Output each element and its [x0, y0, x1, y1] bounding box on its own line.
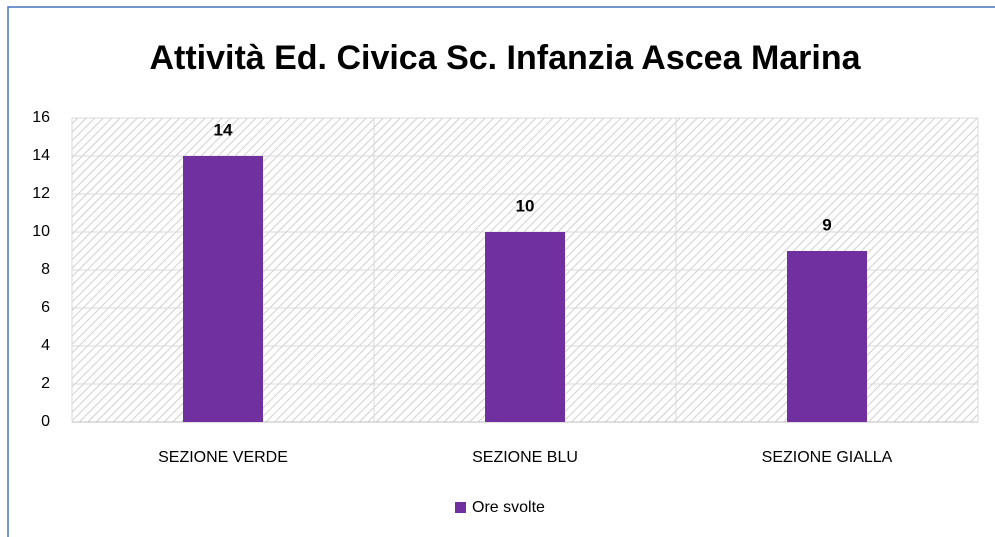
x-tick-label: SEZIONE VERDE — [158, 449, 288, 466]
x-tick-label: SEZIONE BLU — [472, 449, 578, 466]
x-tick-label: SEZIONE GIALLA — [762, 449, 893, 466]
chart-title: Attività Ed. Civica Sc. Infanzia Ascea M… — [149, 39, 861, 77]
data-label: 10 — [516, 196, 535, 215]
legend-swatch — [455, 502, 466, 513]
y-tick-label: 4 — [41, 337, 50, 354]
bar — [183, 156, 263, 422]
y-tick-label: 0 — [41, 413, 50, 430]
y-tick-label: 12 — [32, 185, 50, 202]
y-tick-label: 14 — [32, 147, 50, 164]
data-label: 9 — [822, 215, 831, 234]
y-tick-label: 6 — [41, 299, 50, 316]
y-tick-label: 10 — [32, 223, 50, 240]
y-tick-label: 8 — [41, 261, 50, 278]
bar — [787, 251, 867, 422]
chart-border — [7, 6, 995, 537]
legend-label: Ore svolte — [472, 499, 545, 516]
data-label: 14 — [214, 120, 233, 139]
bar — [485, 232, 565, 422]
y-tick-label: 16 — [32, 109, 50, 126]
y-tick-label: 2 — [41, 375, 50, 392]
